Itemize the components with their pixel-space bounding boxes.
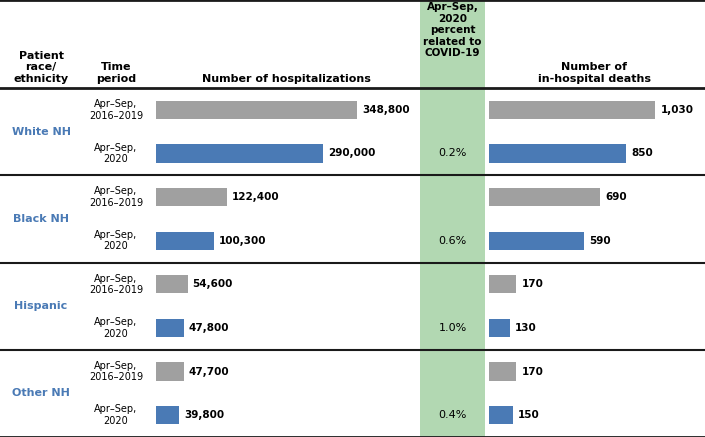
Text: 150: 150 xyxy=(518,410,540,420)
Text: 1,030: 1,030 xyxy=(661,105,694,115)
Text: Other NH: Other NH xyxy=(12,388,70,399)
Bar xyxy=(156,188,226,206)
Bar xyxy=(156,144,324,163)
Text: 290,000: 290,000 xyxy=(329,149,376,159)
Bar xyxy=(420,0,485,437)
Text: 0.4%: 0.4% xyxy=(439,410,467,420)
Bar xyxy=(156,362,183,381)
Text: Patient
race/
ethnicity: Patient race/ ethnicity xyxy=(13,51,68,84)
Text: Apr–Sep,
2020: Apr–Sep, 2020 xyxy=(94,317,137,339)
Bar xyxy=(489,232,584,250)
Bar xyxy=(489,144,626,163)
Text: Hispanic: Hispanic xyxy=(14,301,68,311)
Text: Apr–Sep,
2016–2019: Apr–Sep, 2016–2019 xyxy=(89,186,143,208)
Bar xyxy=(156,406,179,424)
Text: Apr–Sep,
2020
percent
related to
COVID-19: Apr–Sep, 2020 percent related to COVID-1… xyxy=(423,2,482,59)
Text: 122,400: 122,400 xyxy=(232,192,279,202)
Text: Black NH: Black NH xyxy=(13,214,69,224)
Bar xyxy=(156,319,183,337)
Text: 39,800: 39,800 xyxy=(184,410,224,420)
Text: 850: 850 xyxy=(631,149,653,159)
Bar xyxy=(489,101,656,119)
Text: Apr–Sep,
2016–2019: Apr–Sep, 2016–2019 xyxy=(89,99,143,121)
Text: 170: 170 xyxy=(522,279,544,289)
Bar xyxy=(489,319,510,337)
Text: Time
period: Time period xyxy=(96,62,136,84)
Bar xyxy=(489,188,601,206)
Text: Apr–Sep,
2020: Apr–Sep, 2020 xyxy=(94,230,137,251)
Bar xyxy=(156,232,214,250)
Text: 690: 690 xyxy=(606,192,627,202)
Text: 100,300: 100,300 xyxy=(219,236,266,246)
Text: Apr–Sep,
2020: Apr–Sep, 2020 xyxy=(94,404,137,426)
Text: Number of
in-hospital deaths: Number of in-hospital deaths xyxy=(537,62,651,84)
Text: 590: 590 xyxy=(589,236,611,246)
Text: Number of hospitalizations: Number of hospitalizations xyxy=(202,74,370,84)
Text: 130: 130 xyxy=(515,323,537,333)
Text: 0.6%: 0.6% xyxy=(439,236,467,246)
Text: Apr–Sep,
2020: Apr–Sep, 2020 xyxy=(94,142,137,164)
Bar xyxy=(156,275,188,294)
Text: 0.2%: 0.2% xyxy=(439,149,467,159)
Bar xyxy=(489,362,517,381)
Text: 348,800: 348,800 xyxy=(362,105,410,115)
Text: 170: 170 xyxy=(522,367,544,377)
Text: 1.0%: 1.0% xyxy=(439,323,467,333)
Text: White NH: White NH xyxy=(11,127,70,137)
Bar xyxy=(489,406,513,424)
Text: 47,700: 47,700 xyxy=(188,367,229,377)
Bar xyxy=(489,275,517,294)
Text: 47,800: 47,800 xyxy=(188,323,229,333)
Text: Apr–Sep,
2016–2019: Apr–Sep, 2016–2019 xyxy=(89,274,143,295)
Bar xyxy=(156,101,357,119)
Text: Apr–Sep,
2016–2019: Apr–Sep, 2016–2019 xyxy=(89,361,143,382)
Text: 54,600: 54,600 xyxy=(192,279,233,289)
